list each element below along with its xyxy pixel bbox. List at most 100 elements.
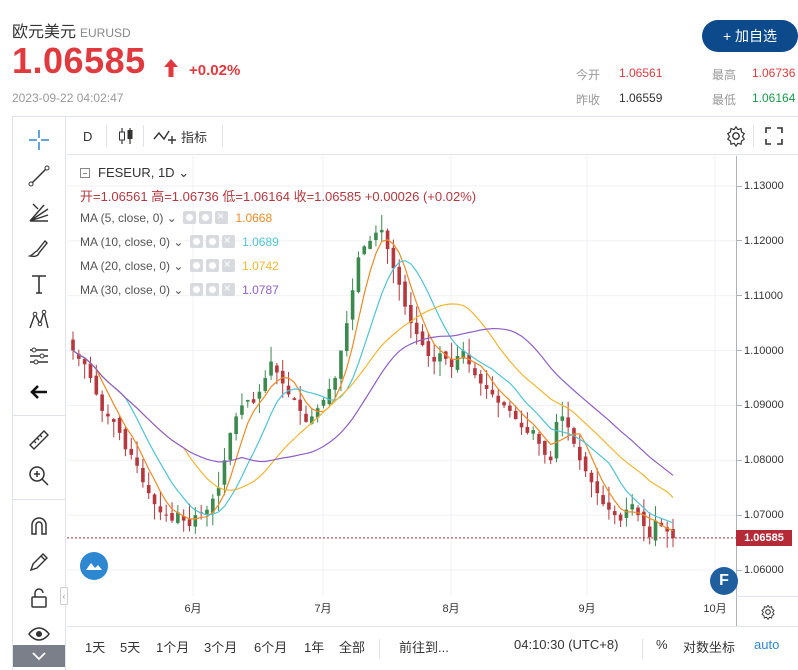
close-icon[interactable] (215, 209, 229, 224)
draw-mode-tool[interactable] (26, 549, 52, 575)
candle-body (379, 229, 384, 233)
candle-body (409, 305, 413, 324)
candle-body (205, 509, 209, 515)
chevron-down-icon[interactable]: ⌄ (178, 165, 190, 180)
goto-date-button[interactable]: 前往到... (399, 640, 449, 655)
gear-icon[interactable] (205, 259, 219, 272)
quote-timestamp: 2023-09-22 04:02:47 (12, 91, 124, 105)
range-6m[interactable]: 6个月 (254, 640, 288, 655)
candle-body (193, 515, 198, 527)
magnet-tool[interactable] (26, 513, 52, 539)
zoom-tool[interactable] (26, 463, 52, 489)
chart-type-button[interactable] (117, 125, 135, 147)
ma-legend-2[interactable]: MA (20, close, 0) ⌄ 1.0742 (80, 257, 279, 273)
gear-icon[interactable] (199, 211, 213, 224)
brush-tool[interactable] (26, 235, 52, 261)
candle-body (618, 514, 623, 521)
candle-body (595, 481, 600, 494)
series-name[interactable]: FESEUR, 1D (98, 165, 175, 180)
text-tool[interactable] (26, 271, 52, 297)
axis-settings-button[interactable] (736, 596, 798, 626)
chart-frame (12, 116, 798, 670)
range-1y[interactable]: 1年 (304, 640, 325, 655)
fib-fan-icon (29, 203, 49, 222)
toolbar-divider (13, 499, 65, 500)
candle-body (420, 331, 425, 346)
percent-scale-toggle[interactable]: % (656, 637, 668, 652)
unlock-icon (31, 588, 47, 608)
time-tick-label: 7月 (314, 603, 331, 615)
close-icon[interactable] (221, 257, 235, 272)
candle-body (502, 402, 506, 406)
pattern-tool[interactable] (26, 307, 52, 333)
gear-icon[interactable] (205, 235, 219, 248)
candle-body (478, 373, 483, 384)
trendline-tool[interactable] (26, 163, 52, 189)
clock-timezone[interactable]: 04:10:30 (UTC+8) (514, 637, 619, 652)
candle-body (88, 363, 93, 378)
series-minus-icon[interactable] (80, 168, 90, 178)
candle-body (141, 467, 145, 483)
ma-legend-1[interactable]: MA (10, close, 0) ⌄ 1.0689 (80, 233, 279, 249)
instrument-title: 欧元美元 EURUSD (12, 18, 131, 42)
range-1m[interactable]: 1个月 (156, 640, 190, 655)
time-tick-label: 8月 (442, 603, 459, 615)
auto-scale-toggle[interactable]: auto (754, 637, 780, 652)
price-axis[interactable]: 1.13000 1.12000 1.11000 1.10000 1.09000 1.080… (736, 156, 798, 596)
candle-body (339, 350, 343, 379)
forecast-tool[interactable] (26, 343, 52, 369)
ma-label: MA (10, close, 0) (80, 235, 171, 249)
toolbar-divider (222, 125, 223, 147)
log-scale-toggle[interactable]: 对数坐标 (683, 640, 736, 655)
candle-body (566, 417, 570, 428)
candle-body (438, 353, 442, 362)
eye-icon[interactable] (189, 235, 203, 248)
close-icon[interactable] (221, 281, 235, 296)
candle-body (135, 457, 139, 466)
ma-line-5 (72, 239, 674, 532)
crosshair-tool[interactable] (26, 127, 52, 153)
interval-button[interactable]: D (83, 128, 93, 144)
fib-tool[interactable] (26, 199, 52, 225)
back-tool[interactable] (26, 379, 52, 405)
fullscreen-button[interactable] (764, 125, 784, 147)
eye-icon[interactable] (183, 211, 197, 224)
range-5d[interactable]: 5天 (120, 640, 141, 655)
ruler-tool[interactable] (26, 427, 52, 453)
range-3m[interactable]: 3个月 (204, 640, 238, 655)
bottom-toolbar: 1天 5天 1个月 3个月 6个月 1年 全部 前往到... 04:10:30 … (67, 626, 798, 670)
candle-body (94, 375, 99, 395)
candle-body (508, 405, 512, 411)
range-1d[interactable]: 1天 (85, 640, 106, 655)
eye-icon[interactable] (189, 259, 203, 272)
price-tick-label: 1.08000 (737, 454, 797, 466)
watermark-button[interactable] (80, 552, 108, 580)
price-chart[interactable]: 6月 7月 8月 9月 10月 (67, 156, 736, 626)
collapse-toolbar-button[interactable] (13, 645, 65, 667)
candle-body (414, 322, 419, 335)
ma-legend-0[interactable]: MA (5, close, 0) ⌄ 1.0668 (80, 209, 272, 225)
settings-button[interactable] (725, 125, 747, 147)
range-all[interactable]: 全部 (339, 640, 366, 655)
visibility-tool[interactable] (26, 621, 52, 647)
trendline-icon (28, 165, 50, 187)
toolbar-handle[interactable]: ‹ (60, 587, 68, 605)
candle-body (403, 281, 407, 307)
time-tick-label: 9月 (578, 603, 595, 615)
close-icon[interactable] (221, 233, 235, 248)
ma-legend-3[interactable]: MA (30, close, 0) ⌄ 1.0787 (80, 281, 279, 297)
indicators-button[interactable]: 指标 (153, 125, 207, 147)
lock-tool[interactable] (26, 585, 52, 611)
ma-value: 1.0787 (242, 283, 279, 297)
eye-icon[interactable] (189, 283, 203, 296)
toolbar-divider (143, 125, 144, 147)
price-tick-label: 1.10000 (737, 345, 797, 357)
add-watchlist-button[interactable]: + 加自选 (702, 20, 798, 52)
ruler-icon (29, 430, 49, 450)
candle-body (333, 378, 337, 390)
price-tick-label: 1.06000 (737, 564, 797, 576)
toolbar-divider (379, 639, 380, 659)
candle-body (321, 399, 326, 406)
candle-body (158, 506, 163, 513)
gear-icon[interactable] (205, 283, 219, 296)
